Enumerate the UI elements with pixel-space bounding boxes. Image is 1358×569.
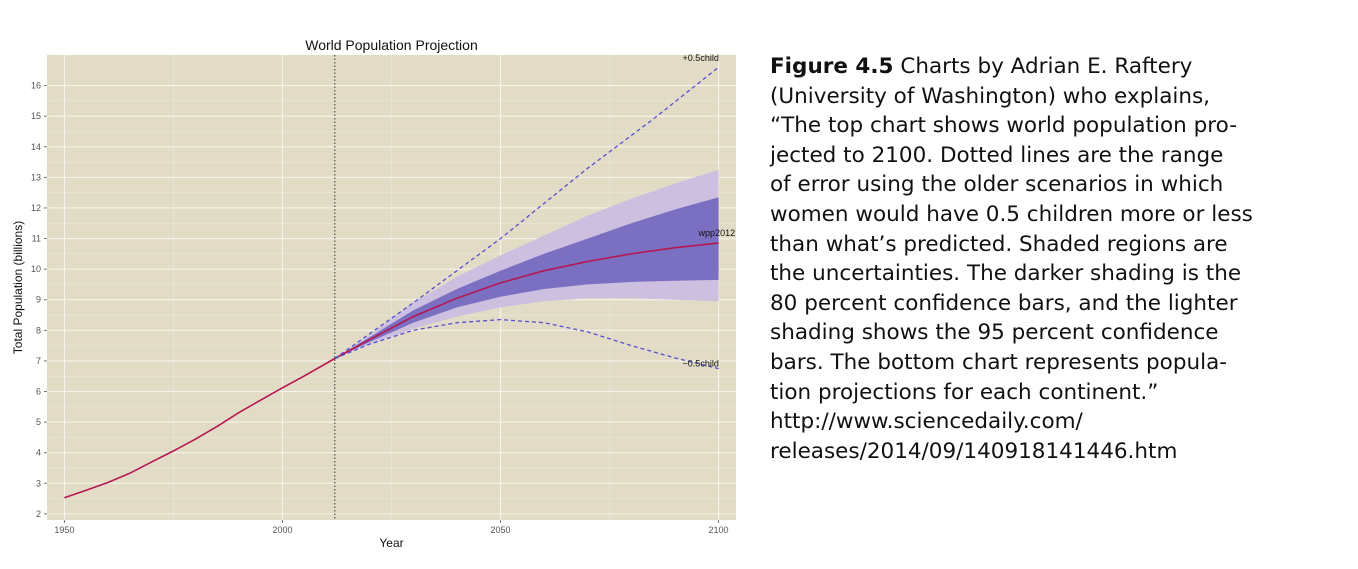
caption-text: tion projections for each continent.” — [770, 379, 1159, 405]
caption-line: than what’s predicted. Shaded regions ar… — [770, 230, 1350, 260]
caption-text: bars. The bottom chart represents popula… — [770, 349, 1228, 375]
confidence-band-80 — [334, 197, 719, 359]
y-tick-label: 4 — [36, 448, 41, 458]
y-tick-label: 7 — [36, 356, 41, 366]
caption-line: of error using the older scenarios in wh… — [770, 170, 1350, 200]
caption-line: bars. The bottom chart represents popula… — [770, 348, 1350, 378]
y-tick-label: 11 — [32, 234, 41, 244]
y-tick-label: 3 — [36, 478, 41, 488]
caption-text: of error using the older scenarios in wh… — [770, 172, 1224, 198]
y-tick-label: 8 — [36, 325, 41, 335]
y-tick-label: 15 — [31, 111, 41, 121]
series-label-minus: −0.5child — [683, 359, 719, 369]
x-axis-title: Year — [379, 536, 403, 550]
caption-text: women would have 0.5 children more or le… — [770, 201, 1253, 227]
y-tick-label: 10 — [31, 264, 41, 274]
caption-text: Charts by Adrian E. Raftery — [893, 54, 1193, 79]
caption-line: the uncertainties. The darker shading is… — [770, 259, 1350, 289]
y-tick-label: 9 — [36, 295, 41, 305]
series-line-plus-half-child — [334, 66, 720, 360]
caption-text: the uncertainties. The darker shading is… — [770, 261, 1242, 287]
y-tick-label: 12 — [31, 203, 41, 213]
y-tick-label: 6 — [36, 387, 41, 397]
caption-text: shading shows the 95 percent confidence — [770, 320, 1219, 346]
y-axis-title: Total Population (billions) — [11, 221, 25, 354]
caption-text: (University of Washington) who explains, — [770, 83, 1211, 109]
caption-line: 80 percent confidence bars, and the ligh… — [770, 289, 1350, 319]
x-tick-label: 2000 — [272, 525, 292, 535]
x-tick-label: 2100 — [709, 525, 729, 535]
caption-line: releases/2014/09/140918141446.htm — [770, 437, 1350, 467]
caption-text: “The top chart shows world population pr… — [770, 113, 1237, 139]
chart-title: World Population Projection — [305, 37, 478, 53]
population-chart: wpp2012 +0.5child −0.5child 2 3 4 5 6 7 8 9 10 11 12 1… — [11, 37, 736, 550]
caption-line: women would have 0.5 children more or le… — [770, 200, 1350, 230]
y-tick-label: 5 — [36, 417, 41, 427]
caption-line: jected to 2100. Dotted lines are the ran… — [770, 141, 1350, 171]
caption-line: shading shows the 95 percent confidence — [770, 318, 1350, 348]
caption-text: than what’s predicted. Shaded regions ar… — [770, 231, 1228, 257]
caption-line: (University of Washington) who explains, — [770, 82, 1350, 112]
series-label-median: wpp2012 — [698, 228, 736, 238]
caption-line: Figure 4.5 Charts by Adrian E. Raftery — [770, 52, 1350, 82]
y-tick-label: 14 — [31, 142, 41, 152]
series-line-median — [64, 242, 719, 499]
y-tick-label: 2 — [36, 509, 41, 519]
caption-text: 80 percent confidence bars, and the ligh… — [770, 290, 1238, 316]
caption-text: http://www.sciencedaily.com/ — [770, 409, 1083, 435]
series-label-plus: +0.5child — [683, 53, 719, 63]
figure-caption: Figure 4.5 Charts by Adrian E. Raftery (U… — [770, 52, 1350, 466]
x-tick-label: 1950 — [54, 525, 74, 535]
caption-text: releases/2014/09/140918141446.htm — [770, 438, 1178, 464]
y-tick-label: 16 — [31, 81, 41, 91]
caption-line: “The top chart shows world population pr… — [770, 111, 1350, 141]
figure-label: Figure 4.5 — [770, 54, 894, 79]
caption-text: jected to 2100. Dotted lines are the ran… — [770, 142, 1224, 168]
caption-line: http://www.sciencedaily.com/ — [770, 407, 1350, 437]
caption-line: tion projections for each continent.” — [770, 378, 1350, 408]
population-chart-svg: wpp2012 +0.5child −0.5child 2 3 4 5 6 7 8 9 10 11 12 1… — [11, 37, 736, 550]
x-tick-label: 2050 — [491, 525, 511, 535]
y-tick-label: 13 — [31, 172, 41, 182]
